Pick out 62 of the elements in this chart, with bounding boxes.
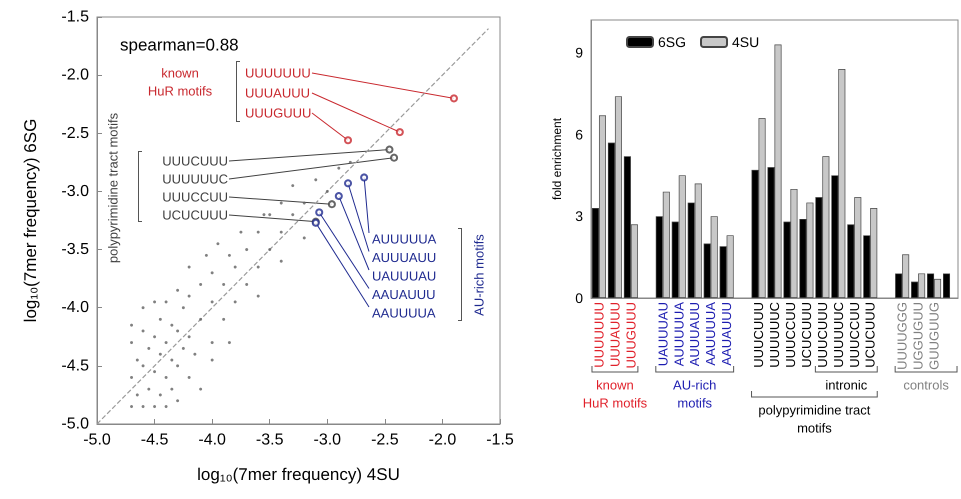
x-tick-label: UAUUUAU	[655, 302, 670, 366]
y-tick-label: -2.5	[61, 124, 90, 142]
x-tick-label: UUUAUUU	[607, 302, 622, 367]
annotation: UUUCCUU	[162, 190, 228, 204]
x-tick-label: -1.5	[486, 432, 514, 448]
x-tick-label: -2.0	[428, 432, 456, 448]
y-axis-title: log₁₀(7mer frequency) 6SG	[21, 118, 40, 322]
x-tick-label: -3.5	[256, 432, 284, 448]
x-axis-title: log₁₀(7mer frequency) 4SU	[197, 465, 400, 484]
annotation: UUUGUUU	[245, 106, 312, 120]
x-tick-label: UUUUGGG	[894, 302, 910, 370]
annotation: AUUUUUA	[372, 232, 437, 246]
text: known HuR motifs	[148, 66, 213, 98]
annotation: UUUCUUU	[162, 154, 228, 168]
annotation: UUUAUUU	[245, 86, 310, 100]
legend-label: 6SG	[658, 34, 686, 50]
x-tick-label: UCUCUUU	[798, 302, 814, 368]
text: controls	[903, 378, 950, 392]
y-tick-label: 6	[575, 126, 584, 142]
x-tick-label: -2.5	[371, 432, 399, 448]
x-tick-label: -5.0	[83, 432, 111, 448]
x-tick-label: UUUUUUC	[767, 302, 782, 368]
annotation: UUUUUUC	[162, 172, 228, 186]
x-tick-label: UUUUUUU	[591, 302, 606, 368]
text: intronic	[825, 378, 868, 392]
y-tick-label: -3.5	[61, 241, 90, 258]
legend-label: 4SU	[732, 34, 760, 50]
x-tick-label: UUUCUUU	[751, 302, 766, 368]
text: known HuR motifs	[582, 378, 648, 410]
x-tick-label: GUUGUUG	[926, 302, 942, 370]
x-tick-label: -4.0	[198, 432, 226, 448]
annotation: AAUAUUU	[372, 287, 436, 302]
y-tick-label: 3	[575, 208, 584, 224]
y-tick-label: -1.5	[61, 8, 90, 26]
x-tick-label: -4.5	[140, 432, 168, 448]
x-tick-label: AAUAUUU	[719, 302, 734, 366]
annotation: AUUUAUU	[372, 250, 436, 265]
x-tick-label: AAUUUUA	[703, 302, 718, 366]
y-tick-label: 0	[575, 290, 584, 306]
y-tick-label: -3.0	[61, 182, 90, 200]
x-tick-label: UUUCUUU	[814, 302, 830, 368]
x-tick-label: UGGUGUU	[910, 302, 926, 370]
text: AU-rich motifs	[673, 378, 716, 410]
x-tick-label: UUUCCUU	[782, 302, 798, 368]
annotation: UAUUUAU	[372, 268, 436, 284]
x-tick-label: UUUCCUU	[846, 302, 862, 368]
y-tick-label: 9	[575, 44, 584, 61]
y-tick-label: -2.0	[61, 66, 90, 84]
x-tick-label: UUUGUUU	[623, 302, 638, 368]
text: polypyrimidine tract motifs	[106, 112, 120, 264]
x-tick-label: AUUUAUU	[687, 302, 702, 366]
x-tick-label: UCUCUUU	[862, 302, 878, 368]
annotation: UUUUUUU	[245, 66, 311, 80]
x-tick-label: UUUUUUC	[830, 302, 846, 368]
x-tick-label: -3.0	[313, 432, 342, 448]
text: AU-rich motifs	[472, 234, 486, 316]
annotation: spearman=0.88	[120, 36, 239, 54]
y-tick-label: -5.0	[61, 416, 90, 432]
annotation: UCUCUUU	[162, 208, 228, 222]
x-tick-label: AUUUUUA	[671, 302, 686, 366]
y-axis-title: fold enrichment	[550, 117, 564, 200]
text: polypyrimidine tract motifs	[758, 402, 871, 436]
